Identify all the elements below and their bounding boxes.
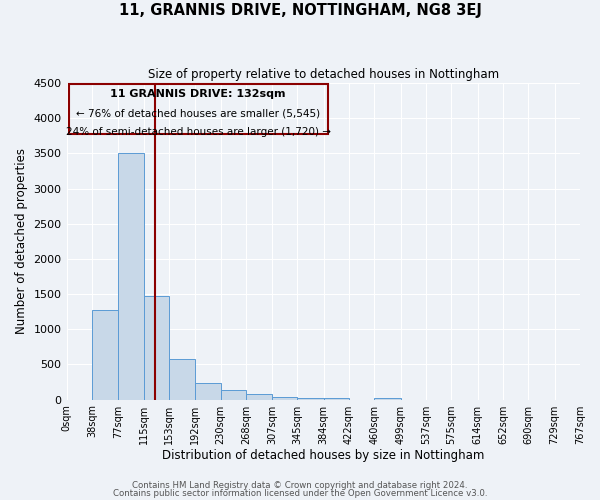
- Bar: [118, 154, 143, 400]
- Bar: [323, 398, 349, 400]
- Bar: [92, 310, 118, 400]
- Bar: [143, 296, 169, 400]
- Bar: [68, 84, 328, 134]
- Y-axis label: Number of detached properties: Number of detached properties: [15, 148, 28, 334]
- Bar: [298, 398, 323, 400]
- Bar: [195, 382, 221, 400]
- Text: 11, GRANNIS DRIVE, NOTTINGHAM, NG8 3EJ: 11, GRANNIS DRIVE, NOTTINGHAM, NG8 3EJ: [119, 2, 481, 18]
- Text: Contains public sector information licensed under the Open Government Licence v3: Contains public sector information licen…: [113, 489, 487, 498]
- Text: Contains HM Land Registry data © Crown copyright and database right 2024.: Contains HM Land Registry data © Crown c…: [132, 480, 468, 490]
- Text: 24% of semi-detached houses are larger (1,720) →: 24% of semi-detached houses are larger (…: [65, 127, 331, 137]
- Bar: [221, 390, 246, 400]
- Bar: [169, 360, 195, 400]
- Text: 11 GRANNIS DRIVE: 132sqm: 11 GRANNIS DRIVE: 132sqm: [110, 89, 286, 99]
- Title: Size of property relative to detached houses in Nottingham: Size of property relative to detached ho…: [148, 68, 499, 80]
- Bar: [246, 394, 272, 400]
- X-axis label: Distribution of detached houses by size in Nottingham: Distribution of detached houses by size …: [162, 450, 484, 462]
- Bar: [374, 398, 401, 400]
- Text: ← 76% of detached houses are smaller (5,545): ← 76% of detached houses are smaller (5,…: [76, 108, 320, 118]
- Bar: [272, 398, 298, 400]
